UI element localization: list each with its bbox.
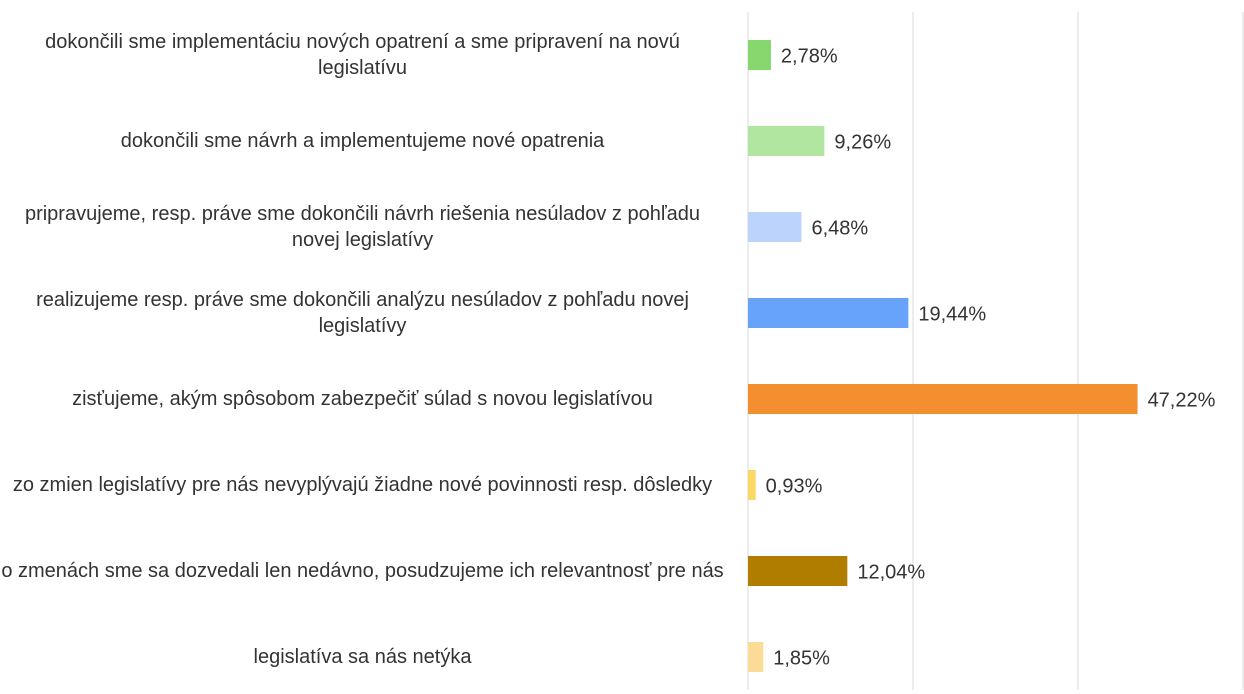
value-label: 0,93% xyxy=(766,475,823,497)
category-label: o zmenách sme sa dozvedali len nedávno, … xyxy=(1,560,724,582)
bar xyxy=(748,40,771,70)
bar xyxy=(748,384,1138,414)
value-label: 9,26% xyxy=(834,131,891,153)
category-label: zo zmien legislatívy pre nás nevyplývajú… xyxy=(12,474,713,496)
category-label: dokončili sme návrh a implementujeme nov… xyxy=(120,130,605,152)
bar xyxy=(748,642,764,672)
category-label: realizujeme resp. práve sme dokončili an… xyxy=(36,289,689,337)
category-label: pripravujeme, resp. práve sme dokončili … xyxy=(24,203,701,251)
category-label: dokončili sme implementáciu nových opatr… xyxy=(45,31,680,79)
value-label: 1,85% xyxy=(773,647,830,669)
value-label: 12,04% xyxy=(857,561,925,583)
value-label: 2,78% xyxy=(781,45,838,67)
bar xyxy=(748,556,848,586)
value-label: 6,48% xyxy=(811,217,868,239)
category-label: zisťujeme, akým spôsobom zabezpečiť súla… xyxy=(72,388,653,410)
value-label: 47,22% xyxy=(1148,389,1216,411)
bar xyxy=(748,212,802,242)
bar xyxy=(748,470,756,500)
value-label: 19,44% xyxy=(918,303,986,325)
bar xyxy=(748,298,909,328)
bar xyxy=(748,126,825,156)
category-label: legislatíva sa nás netýka xyxy=(253,646,472,668)
